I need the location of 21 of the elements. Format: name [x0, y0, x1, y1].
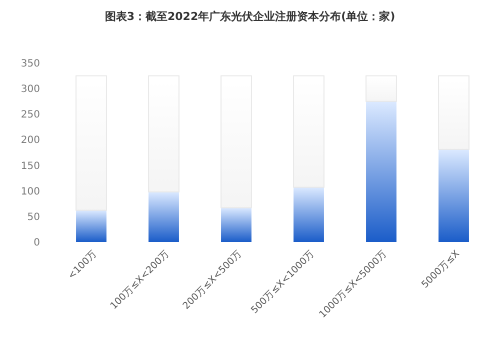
bar	[148, 192, 179, 242]
y-tick-label: 300	[20, 84, 40, 96]
bar	[293, 75, 324, 188]
bar	[366, 101, 396, 242]
bar	[221, 208, 252, 242]
bar	[366, 75, 397, 102]
y-tick-label: 50	[27, 212, 40, 223]
y-tick-label: 100	[20, 186, 40, 198]
y-tick-label: 200	[20, 135, 40, 146]
chart-title: 图表3：截至2022年广东光伏企业注册资本分布(单位：家)	[104, 10, 396, 23]
bar	[220, 75, 252, 208]
y-tick-label: 0	[34, 238, 40, 248]
y-tick-label: 150	[20, 160, 40, 172]
bar	[438, 149, 469, 242]
bar	[148, 75, 180, 192]
bar	[294, 187, 324, 242]
bar	[438, 75, 470, 150]
bar	[76, 75, 107, 211]
y-tick-label: 250	[20, 110, 40, 121]
y-tick-label: 350	[20, 58, 40, 70]
bar	[76, 210, 106, 242]
